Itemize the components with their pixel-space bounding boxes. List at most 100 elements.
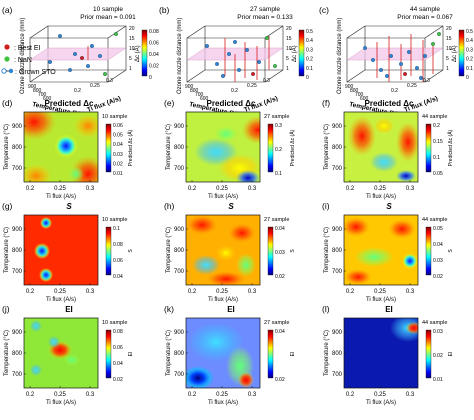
y-tick-label: 800	[332, 248, 343, 254]
heat-region	[214, 126, 238, 142]
x-tick-label: 0.2	[188, 186, 197, 192]
colorbar-tick: 0.15	[433, 139, 443, 145]
y-tick-label: 700	[332, 372, 343, 378]
colorbar-tick: 0	[306, 75, 309, 81]
colorbar-tick: 0.01	[433, 377, 443, 383]
sample-count: 44 sample	[410, 6, 440, 13]
z-tick: 15	[286, 36, 292, 42]
x-tick-label: 0.25	[216, 186, 228, 192]
y-tick-label: 700	[12, 372, 23, 378]
x-axis-label: Ti flux (A/s)	[46, 400, 76, 406]
z-tick: 15	[446, 36, 452, 42]
colorbar	[458, 29, 465, 77]
heat-region	[236, 170, 260, 182]
x-tick-label: 0.25	[374, 289, 386, 295]
x-axis-label: Ti flux (A/s)	[46, 194, 76, 200]
x-tick-label: 0.2	[346, 289, 355, 295]
sample-count: 10 sample	[102, 320, 127, 326]
heat-region	[388, 219, 416, 239]
sample-point	[80, 56, 84, 60]
x-tick-label: 0.25	[54, 289, 66, 295]
y-axis-label: Temperature (°C)	[166, 227, 172, 273]
colorbar-tick: 0.1	[113, 226, 120, 232]
heat-region	[40, 217, 52, 229]
x-tick: 0.3	[263, 78, 270, 84]
sample-point	[419, 76, 423, 80]
y-tick: 700	[355, 92, 364, 98]
colorbar-label: EI	[290, 352, 296, 357]
colorbar-tick: 0.02	[113, 377, 123, 383]
x-tick-label: 0.2	[346, 186, 355, 192]
heat-region	[238, 372, 254, 388]
colorbar-tick: 0.08	[113, 242, 123, 248]
y-tick-label: 800	[332, 351, 343, 357]
colorbar-tick: 0.5	[306, 29, 313, 35]
y-tick-label: 900	[12, 227, 23, 233]
x-tick-label: 0.3	[248, 392, 257, 398]
sample-point	[233, 40, 237, 44]
y-tick-label: 800	[174, 351, 185, 357]
heat-region	[396, 170, 416, 182]
z-tick: 20	[129, 26, 135, 32]
panel-letter: (h)	[164, 201, 175, 211]
sample-count: 44 sample	[422, 320, 447, 326]
heat-region	[64, 354, 80, 366]
y-tick-label: 900	[174, 227, 185, 233]
panel-letter: (c)	[319, 5, 329, 15]
y-tick: 600	[43, 96, 52, 102]
heatmap-field	[344, 318, 418, 388]
z-tick: 1	[129, 66, 132, 72]
colorbar	[141, 29, 148, 77]
prior-mean: Prior mean = 0.091	[80, 14, 136, 21]
colorbar-label: Δc (Å)	[134, 45, 141, 62]
x-tick-label: 0.25	[216, 289, 228, 295]
colorbar-tick: 0.04	[275, 329, 285, 335]
heatmap-field	[24, 318, 98, 388]
colorbar-tick: 0.04	[275, 226, 285, 232]
y-tick: 800	[190, 88, 199, 94]
sample-point	[431, 42, 435, 46]
legend-nan-marker	[4, 56, 10, 62]
y-tick-label: 900	[12, 124, 23, 130]
panel-letter: (i)	[322, 201, 330, 211]
y-tick-label: 800	[12, 248, 23, 254]
y-tick-label: 900	[332, 227, 343, 233]
colorbar	[425, 226, 432, 276]
colorbar-tick: 0.08	[149, 29, 159, 35]
sample-point	[73, 52, 77, 56]
colorbar-tick: 0.2	[306, 57, 313, 63]
y-tick: 800	[33, 88, 42, 94]
z-tick: 10	[286, 46, 292, 52]
heat-region	[348, 116, 376, 156]
sample-count: 27 sample	[264, 217, 289, 223]
sample-point	[205, 44, 209, 48]
y-tick-label: 900	[174, 124, 185, 130]
row-title: EI	[227, 305, 235, 314]
sample-count: 10 sample	[102, 114, 127, 120]
prior-mean: Prior mean = 0.133	[237, 14, 293, 21]
colorbar-tick: 0.1	[306, 66, 313, 72]
colorbar-tick: 0.1	[466, 66, 473, 72]
y-tick: 600	[200, 96, 209, 102]
heat-region	[206, 271, 246, 285]
z-tick: 1	[446, 66, 449, 72]
z-tick: 5	[129, 56, 132, 62]
sample-point	[103, 72, 107, 76]
x-tick-label: 0.25	[374, 392, 386, 398]
colorbar-tick: 0	[466, 75, 469, 81]
sample-count: 44 sample	[422, 114, 447, 120]
x-axis-label: Ti flux (A/s)	[46, 297, 76, 303]
colorbar-label: EI	[128, 352, 134, 357]
heat-region	[34, 243, 50, 259]
z-tick: 10	[446, 46, 452, 52]
colorbar-tick: 0.02	[275, 274, 285, 280]
y-tick-label: 700	[174, 372, 185, 378]
heat-region	[186, 215, 218, 235]
sample-point	[215, 62, 219, 66]
search-plane	[29, 47, 127, 61]
sample-point	[237, 68, 241, 72]
